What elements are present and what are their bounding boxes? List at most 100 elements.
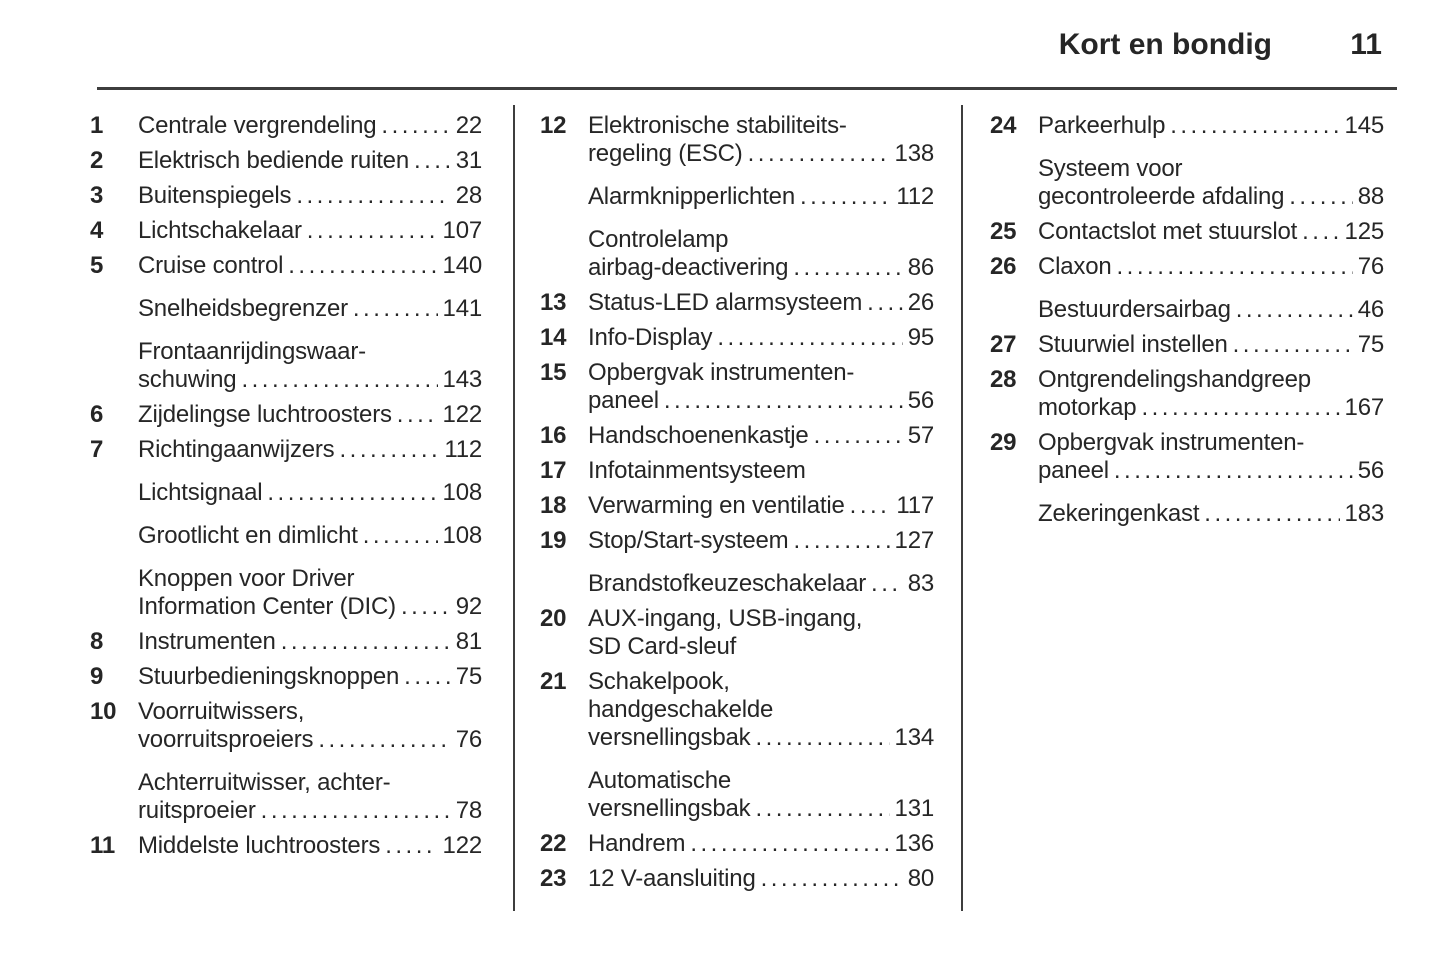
toc-entry: Lichtsignaal 108: [90, 479, 482, 507]
toc-entry-body: Cruise control 140: [138, 252, 482, 280]
toc-entry-line: Alarmknipperlichten 112: [588, 183, 934, 211]
toc-entry-label: Opbergvak instrumenten-: [588, 359, 855, 386]
toc-entry-line: Handschoenenkastje 57: [588, 422, 934, 450]
toc-entry-body: Info-Display 95: [588, 324, 934, 352]
toc-entry: Snelheidsbegrenzer 141: [90, 295, 482, 323]
toc-entry-body: Handrem 136: [588, 830, 934, 858]
toc-entry-page: 108: [442, 479, 483, 506]
toc-entry-page: 26: [907, 289, 934, 316]
toc-entry-page: 127: [894, 527, 935, 554]
toc-entry-line: Ontgrendelingshandgreep: [1038, 366, 1384, 394]
toc-entry: 19 Stop/Start-systeem 127: [540, 527, 934, 555]
toc-entry-body: Brandstofkeuzeschakelaar 83: [588, 570, 934, 598]
toc-entry-label: Elektronische stabiliteits-: [588, 112, 847, 139]
toc-entry-line: paneel 56: [588, 387, 934, 415]
toc-entry: 5 Cruise control 140: [90, 252, 482, 280]
toc-entry: 12 Elektronische stabiliteits-regeling (E…: [540, 112, 934, 168]
toc-entry-label: Status-LED alarmsysteem: [588, 289, 863, 316]
toc-entry-body: Opbergvak instrumenten-paneel 56: [588, 359, 934, 415]
toc-entry-number: 17: [540, 457, 567, 484]
toc-entry-number: 10: [90, 698, 117, 725]
toc-entry-line: Handrem 136: [588, 830, 934, 858]
toc-entry: Bestuurdersairbag 46: [990, 296, 1384, 324]
toc-entry-number: [90, 565, 138, 621]
toc-entry: 24 Parkeerhulp 145: [990, 112, 1384, 140]
toc-entry-body: Contactslot met stuurslot 125: [1038, 218, 1384, 246]
toc-entry-line: Stop/Start-systeem 127: [588, 527, 934, 555]
dot-leader: [690, 830, 889, 858]
toc-entry-body: Stuurbedieningsknoppen 75: [138, 663, 482, 691]
toc-entry-label: Richtingaanwijzers: [138, 436, 335, 463]
toc-entry-line: Zijdelingse luchtroosters 122: [138, 401, 482, 429]
toc-entry-label: Bestuurdersairbag: [1038, 296, 1231, 323]
toc-entry-line: regeling (ESC) 138: [588, 140, 934, 168]
toc-entry: Zekeringenkast 183: [990, 500, 1384, 528]
toc-entry-number: [990, 155, 1038, 211]
toc-entry-page: 140: [442, 252, 483, 279]
toc-entry-page: 108: [442, 522, 483, 549]
toc-entry-page: 56: [907, 387, 934, 414]
dot-leader: [401, 593, 451, 621]
dot-leader: [1233, 331, 1353, 359]
toc-entry-body: Schakelpook, handgeschakelde versnellingsb…: [588, 668, 934, 752]
dot-leader: [664, 387, 903, 415]
dot-leader: [404, 663, 451, 691]
toc-entry-body: Knoppen voor Driver Information Center (D…: [138, 565, 482, 621]
toc-entry-label: handgeschakelde: [588, 696, 774, 723]
toc-entry-body: Claxon 76: [1038, 253, 1384, 281]
toc-entry-body: Verwarming en ventilatie 117: [588, 492, 934, 520]
toc-entry-body: 12 V-aansluiting 80: [588, 865, 934, 893]
dot-leader: [850, 492, 892, 520]
toc-entry-label: ruitsproeier: [138, 797, 256, 824]
toc-entry-number: 25: [990, 218, 1017, 245]
toc-entry: 16 Handschoenenkastje 57: [540, 422, 934, 450]
toc-entry-line: Achterruitwisser, achter-: [138, 769, 482, 797]
toc-entry-number: 19: [540, 527, 567, 554]
dot-leader: [761, 865, 903, 893]
toc-entry-body: Achterruitwisser, achter-ruitsproeier 78: [138, 769, 482, 825]
dot-leader: [296, 182, 450, 210]
toc-column-3: 24 Parkeerhulp 145 Systeem voorgecontroleer…: [990, 112, 1384, 528]
toc-entry: Brandstofkeuzeschakelaar 83: [540, 570, 934, 598]
toc-entry-line: Systeem voor: [1038, 155, 1384, 183]
toc-entry: Alarmknipperlichten 112: [540, 183, 934, 211]
toc-entry: 11 Middelste luchtroosters 122: [90, 832, 482, 860]
toc-entry-page: 117: [896, 492, 934, 519]
dot-leader: [755, 795, 889, 823]
toc-entry-body: Snelheidsbegrenzer 141: [138, 295, 482, 323]
toc-entry-label: Knoppen voor Driver: [138, 565, 355, 592]
toc-entry-label: Cruise control: [138, 252, 284, 279]
toc-entry-page: 95: [907, 324, 934, 351]
dot-leader: [307, 217, 438, 245]
dot-leader: [1114, 457, 1353, 485]
dot-leader: [363, 522, 438, 550]
toc-entry-number: 26: [990, 253, 1017, 280]
toc-entry-number: 1: [90, 112, 104, 139]
toc-entry: 26 Claxon 76: [990, 253, 1384, 281]
toc-entry-body: Stuurwiel instellen 75: [1038, 331, 1384, 359]
toc-entry-page: 22: [455, 112, 482, 139]
toc-entry-line: Information Center (DIC) 92: [138, 593, 482, 621]
toc-entry-line: Cruise control 140: [138, 252, 482, 280]
toc-entry-label: paneel: [588, 387, 659, 414]
dot-leader: [353, 295, 438, 323]
toc-entry-line: Grootlicht en dimlicht 108: [138, 522, 482, 550]
toc-entry-body: AUX-ingang, USB-ingang, SD Card-sleuf: [588, 605, 934, 661]
toc-entry-number: 6: [90, 401, 104, 428]
toc-entry-line: SD Card-sleuf: [588, 633, 934, 661]
toc-entry-label: Stuurbedieningsknoppen: [138, 663, 400, 690]
toc-entry: 9 Stuurbedieningsknoppen 75: [90, 663, 482, 691]
toc-entry-number: 21: [540, 668, 567, 695]
toc-entry-line: Schakelpook,: [588, 668, 934, 696]
toc-entry-label: Stuurwiel instellen: [1038, 331, 1228, 358]
toc-entry: 22 Handrem 136: [540, 830, 934, 858]
toc-entry-number: [990, 296, 1038, 324]
toc-entry-line: Infotainmentsysteem: [588, 457, 934, 485]
toc-entry-label: Zekeringenkast: [1038, 500, 1200, 527]
toc-entry-page: 78: [455, 797, 482, 824]
toc-entry-label: Snelheidsbegrenzer: [138, 295, 348, 322]
